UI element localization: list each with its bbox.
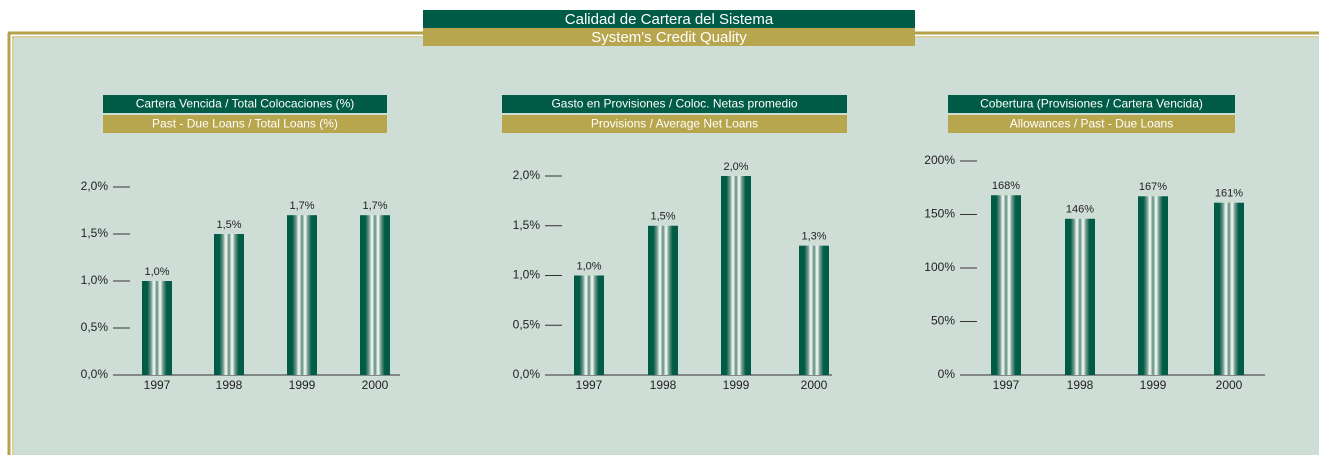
y-tick-label: 0% (938, 367, 956, 381)
x-tick-label: 2000 (801, 378, 828, 392)
x-tick-label: 1997 (993, 378, 1020, 392)
chart-title-box (948, 95, 1235, 113)
chart-subtitle-box (502, 115, 847, 133)
chart-subtitle-box (103, 115, 387, 133)
bar (142, 281, 172, 375)
y-tick-label: 50% (931, 314, 955, 328)
bar (1214, 202, 1244, 375)
y-tick-label: 1,0% (81, 273, 109, 287)
chart-subtitle-box (948, 115, 1235, 133)
bar (1065, 218, 1095, 375)
y-tick-label: 0,5% (513, 317, 541, 331)
bar (991, 195, 1021, 375)
chart-subtitle: Provisions / Average Net Loans (591, 117, 758, 131)
value-label: 1,5% (216, 219, 241, 231)
chart-subtitle: Past - Due Loans / Total Loans (%) (152, 117, 338, 131)
bar (799, 245, 829, 375)
value-label: 167% (1139, 181, 1167, 193)
x-tick-label: 1997 (576, 378, 603, 392)
chart-title: Gasto en Provisiones / Coloc. Netas prom… (551, 97, 797, 111)
y-tick-label: 1,5% (513, 218, 541, 232)
x-tick-label: 1998 (650, 378, 677, 392)
value-label: 161% (1215, 188, 1243, 200)
y-tick-label: 0,5% (81, 320, 109, 334)
y-tick-label: 150% (924, 207, 955, 221)
x-tick-label: 1999 (1140, 378, 1167, 392)
x-tick-label: 2000 (1216, 378, 1243, 392)
x-tick-label: 1998 (216, 378, 243, 392)
bar (721, 176, 751, 375)
bar (287, 215, 317, 375)
bar (574, 275, 604, 375)
bar (1138, 196, 1168, 375)
value-label: 1,7% (362, 200, 387, 212)
header-title: Calidad de Cartera del Sistema (565, 11, 774, 28)
chart-subtitle: Allowances / Past - Due Loans (1010, 117, 1173, 131)
header-subtitle: System's Credit Quality (591, 29, 747, 46)
y-tick-label: 1,0% (513, 268, 541, 282)
chart-title: Cartera Vencida / Total Colocaciones (%) (136, 97, 355, 111)
x-tick-label: 1998 (1067, 378, 1094, 392)
y-tick-label: 2,0% (81, 179, 109, 193)
y-tick-label: 100% (924, 260, 955, 274)
header-subtitle-box (423, 28, 915, 46)
x-tick-label: 1999 (289, 378, 316, 392)
y-tick-label: 1,5% (81, 226, 109, 240)
value-label: 1,7% (289, 200, 314, 212)
chart-title: Cobertura (Provisiones / Cartera Vencida… (980, 97, 1203, 111)
y-tick-label: 0,0% (81, 367, 109, 381)
value-label: 146% (1066, 204, 1094, 216)
value-label: 1,0% (576, 260, 601, 272)
bar (214, 234, 244, 375)
value-label: 1,5% (650, 211, 675, 223)
value-label: 168% (992, 180, 1020, 192)
x-tick-label: 1997 (144, 378, 171, 392)
chart-title-box (103, 95, 387, 113)
x-tick-label: 2000 (362, 378, 389, 392)
value-label: 2,0% (723, 161, 748, 173)
value-label: 1,3% (801, 231, 826, 243)
y-tick-label: 200% (924, 153, 955, 167)
value-label: 1,0% (144, 266, 169, 278)
header-title-box (423, 10, 915, 28)
y-tick-label: 2,0% (513, 168, 541, 182)
y-tick-label: 0,0% (513, 367, 541, 381)
x-tick-label: 1999 (723, 378, 750, 392)
chart-title-box (502, 95, 847, 113)
bar (648, 225, 678, 375)
bar (360, 215, 390, 375)
